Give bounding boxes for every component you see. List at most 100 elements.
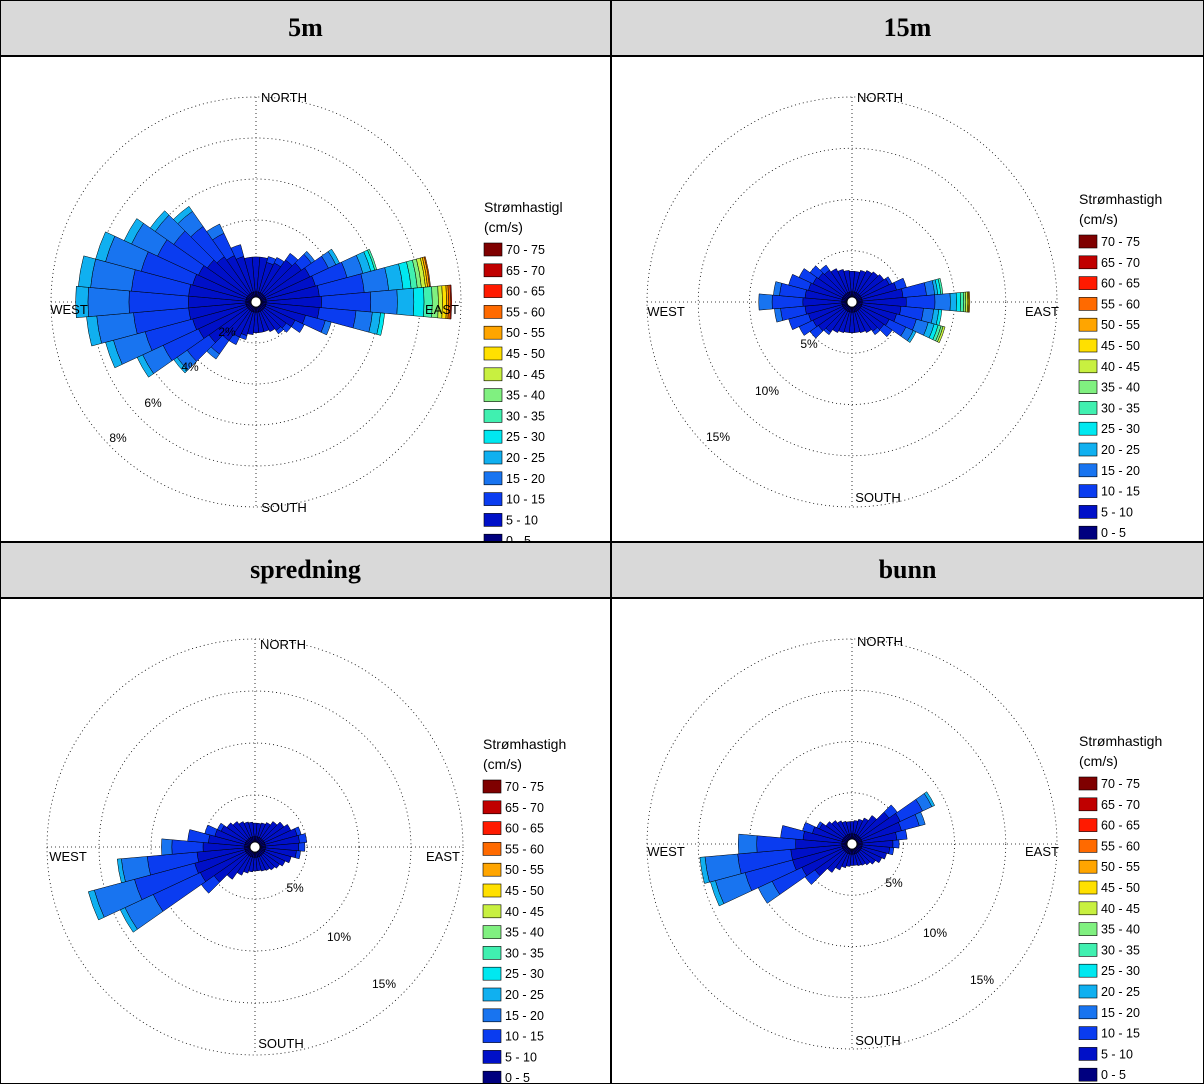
- rose-bar-segment: [830, 268, 849, 294]
- legend-label: 70 - 75: [505, 780, 544, 794]
- legend-swatch: [483, 513, 503, 527]
- rose-bar-segment: [914, 811, 926, 827]
- rose-bar-segment: [845, 821, 852, 835]
- rose-bar-segment: [841, 820, 850, 836]
- rose-bar-segment: [959, 291, 964, 313]
- legend-swatch: [1078, 442, 1098, 457]
- legend-label: 35 - 40: [1101, 381, 1140, 395]
- legend-label: 15 - 20: [505, 1009, 544, 1023]
- legend-swatch: [1078, 380, 1098, 394]
- rose-bar-segment: [780, 825, 805, 840]
- legend-label: 50 - 55: [1101, 318, 1140, 332]
- compass-labels: NORTH SOUTH WEST EAST: [647, 634, 1059, 1048]
- rose-bar-segment: [937, 326, 946, 344]
- legend-label: 30 - 35: [506, 409, 545, 423]
- rose-bar-segment: [262, 852, 281, 869]
- wind-rose-15m: NORTH SOUTH WEST EAST 5% 10% 15% Strømhastigh (c…: [646, 90, 1162, 540]
- legend-label: 0 - 5: [1101, 526, 1126, 540]
- rose-bar-segment: [802, 822, 816, 834]
- rose-bars: [75, 205, 453, 378]
- ring-label: 10%: [923, 926, 947, 940]
- rose-bar-segment: [206, 223, 225, 241]
- compass-label-east: EAST: [425, 302, 459, 317]
- legend-label: 25 - 30: [1101, 422, 1140, 436]
- rose-bar-segment: [87, 287, 130, 317]
- legend-label: 0 - 5: [506, 534, 531, 541]
- legend-title: Strømhastigh: [483, 736, 566, 752]
- legend-label: 10 - 15: [505, 1030, 544, 1044]
- legend-label: 65 - 70: [506, 264, 545, 278]
- legend-label: 10 - 15: [1101, 485, 1140, 499]
- rose-bar-segment: [264, 849, 292, 864]
- header-spredning: spredning: [0, 542, 611, 598]
- legend-swatch: [1078, 401, 1098, 415]
- ring-label: 6%: [144, 396, 162, 410]
- chart-panel-5m: NORTH SOUTH WEST EAST 2% 4% 6% 8% Strømhastigl (c…: [0, 56, 611, 542]
- legend-label: 70 - 75: [1101, 777, 1140, 791]
- legend-swatch: [482, 987, 502, 1002]
- legend-label: 60 - 65: [505, 822, 544, 836]
- compass-label-south: SOUTH: [855, 1033, 901, 1048]
- legend-label: 0 - 5: [1101, 1068, 1126, 1082]
- rose-bar-segment: [923, 791, 936, 808]
- legend-label: 35 - 40: [1101, 923, 1140, 937]
- rose-bar-segment: [858, 849, 876, 865]
- legend-label: 65 - 70: [505, 801, 544, 815]
- rose-bar-segment: [809, 265, 824, 279]
- rose-bar-segment: [412, 287, 425, 317]
- legend-swatch: [1078, 505, 1098, 519]
- legend: Strømhastigl (cm/s) 70 - 75 65 - 70 60 - 65 5…: [483, 199, 563, 541]
- grid-ring: [646, 638, 1058, 1050]
- rose-bar-segment: [226, 822, 248, 842]
- legend-label: 60 - 65: [1101, 277, 1140, 291]
- compass-labels: NORTH SOUTH WEST EAST: [49, 637, 460, 1051]
- rose-bar-segment: [396, 287, 415, 317]
- rose-bar-segment: [320, 320, 332, 336]
- legend-swatch: [1078, 880, 1098, 895]
- legend-label: 55 - 60: [505, 842, 544, 856]
- rose-bar-segment: [204, 824, 218, 837]
- legend-swatch: [1078, 984, 1098, 999]
- rose-bar-segment: [968, 291, 971, 313]
- rose-bar-segment: [872, 327, 881, 336]
- legend-swatch: [1078, 859, 1098, 874]
- compass-label-south: SOUTH: [855, 490, 901, 505]
- rose-bar-segment: [187, 829, 211, 844]
- compass-label-north: NORTH: [260, 637, 306, 652]
- header-bunn: bunn: [611, 542, 1204, 598]
- ring-label: 10%: [327, 930, 351, 944]
- rose-bar-segment: [836, 820, 849, 836]
- legend-label: 20 - 25: [1101, 985, 1140, 999]
- rose-bar-segment: [855, 310, 872, 333]
- rose-bar-segment: [854, 852, 862, 867]
- rose-bar-segment: [298, 842, 306, 852]
- legend-swatch: [483, 492, 503, 506]
- grid-ring: [697, 689, 1007, 999]
- legend-swatch: [1078, 797, 1098, 812]
- legend-swatch: [482, 821, 502, 835]
- rose-center: [846, 296, 858, 308]
- chart-panel-spredning: NORTH SOUTH WEST EAST 5% 10% 15% Strømhastigh (c…: [0, 598, 611, 1084]
- legend-swatch: [482, 779, 502, 794]
- ring-label: 5%: [286, 881, 304, 895]
- rose-bar-segment: [173, 205, 193, 225]
- rose-bar-segment: [95, 231, 116, 262]
- ring-label: 10%: [755, 384, 779, 398]
- legend-title: Strømhastigh: [1079, 191, 1162, 207]
- grid-ring: [46, 638, 464, 1056]
- compass-label-east: EAST: [426, 849, 460, 864]
- legend-label: 70 - 75: [506, 243, 545, 257]
- rose-bar-segment: [238, 821, 251, 839]
- rose-bar-segment: [879, 323, 893, 338]
- rose-bar-segment: [248, 821, 255, 838]
- rose-bar-segment: [857, 850, 871, 866]
- rose-bar-segment: [370, 289, 398, 315]
- legend-swatch: [1078, 297, 1098, 311]
- legend-label: 5 - 10: [1101, 505, 1133, 519]
- legend-label: 25 - 30: [1101, 964, 1140, 978]
- rose-bar-segment: [888, 847, 895, 856]
- compass-labels: NORTH SOUTH WEST EAST: [50, 90, 459, 515]
- compass-label-west: WEST: [49, 849, 87, 864]
- legend-label: 45 - 50: [1101, 339, 1140, 353]
- rose-bar-segment: [78, 255, 96, 288]
